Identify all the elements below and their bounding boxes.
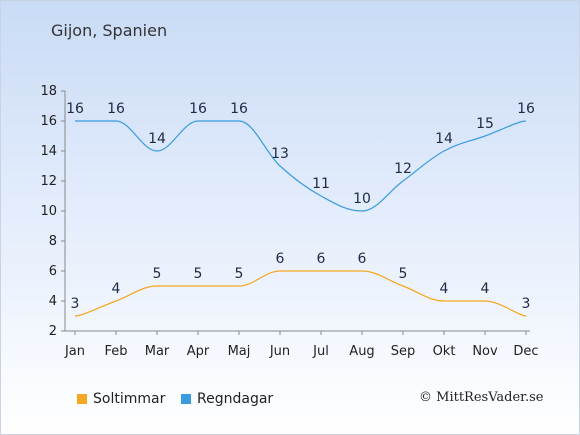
x-tick-label-dec: Dec bbox=[513, 344, 538, 359]
y-tick-label: 2 bbox=[49, 324, 57, 339]
data-label-soltimmar: 5 bbox=[194, 266, 203, 282]
x-tick-label-nov: Nov bbox=[472, 344, 498, 359]
data-label-regndagar: 16 bbox=[230, 101, 248, 117]
x-tick-label-jan: Jan bbox=[64, 344, 85, 359]
legend-label-regndagar: Regndagar bbox=[197, 391, 274, 407]
series-line-soltimmar bbox=[74, 270, 527, 317]
data-label-soltimmar: 4 bbox=[481, 281, 490, 297]
x-tick-label-okt: Okt bbox=[433, 344, 456, 359]
x-tick-label-jul: Jul bbox=[312, 344, 329, 359]
data-label-soltimmar: 3 bbox=[71, 296, 80, 312]
y-tick-label: 8 bbox=[49, 234, 57, 249]
data-label-regndagar: 13 bbox=[271, 146, 289, 162]
y-tick-label: 18 bbox=[40, 84, 57, 99]
y-tick-label: 10 bbox=[40, 204, 57, 219]
copyright-text: © MittResVader.se bbox=[419, 390, 544, 405]
x-tick-label-apr: Apr bbox=[187, 344, 210, 359]
data-label-soltimmar: 4 bbox=[112, 281, 121, 297]
legend-item-regndagar: Regndagar bbox=[181, 391, 273, 407]
data-label-regndagar: 16 bbox=[517, 101, 535, 117]
x-tick-label-sep: Sep bbox=[391, 344, 416, 359]
data-label-regndagar: 16 bbox=[189, 101, 207, 117]
x-tick-label-aug: Aug bbox=[349, 344, 374, 359]
legend-item-soltimmar: Soltimmar bbox=[77, 391, 165, 407]
series-line-regndagar bbox=[75, 120, 527, 212]
y-tick-label: 12 bbox=[40, 174, 57, 189]
data-label-soltimmar: 6 bbox=[358, 251, 367, 267]
data-label-soltimmar: 6 bbox=[276, 251, 285, 267]
legend-swatch-regndagar bbox=[181, 394, 191, 404]
data-label-regndagar: 16 bbox=[66, 101, 84, 117]
y-tick-label: 6 bbox=[49, 264, 57, 279]
chart-title: Gijon, Spanien bbox=[51, 21, 168, 40]
data-label-regndagar: 11 bbox=[312, 176, 330, 192]
legend-swatch-soltimmar bbox=[77, 394, 87, 404]
data-label-soltimmar: 5 bbox=[153, 266, 162, 282]
data-label-regndagar: 12 bbox=[394, 161, 412, 177]
data-label-regndagar: 14 bbox=[435, 131, 453, 147]
y-tick-label: 14 bbox=[40, 144, 57, 159]
data-label-soltimmar: 6 bbox=[317, 251, 326, 267]
data-label-regndagar: 14 bbox=[148, 131, 166, 147]
x-tick-label-jun: Jun bbox=[269, 344, 290, 359]
y-tick-label: 4 bbox=[49, 294, 57, 309]
data-label-soltimmar: 3 bbox=[522, 296, 531, 312]
data-label-soltimmar: 4 bbox=[440, 281, 449, 297]
data-label-soltimmar: 5 bbox=[399, 266, 408, 282]
x-tick-label-maj: Maj bbox=[228, 344, 251, 359]
legend-label-soltimmar: Soltimmar bbox=[93, 391, 166, 407]
data-label-soltimmar: 5 bbox=[235, 266, 244, 282]
data-label-regndagar: 15 bbox=[476, 116, 494, 132]
y-tick-label: 16 bbox=[40, 114, 57, 129]
x-tick-label-feb: Feb bbox=[104, 344, 127, 359]
x-tick-label-mar: Mar bbox=[145, 344, 170, 359]
data-label-regndagar: 10 bbox=[353, 191, 371, 207]
data-label-regndagar: 16 bbox=[107, 101, 125, 117]
